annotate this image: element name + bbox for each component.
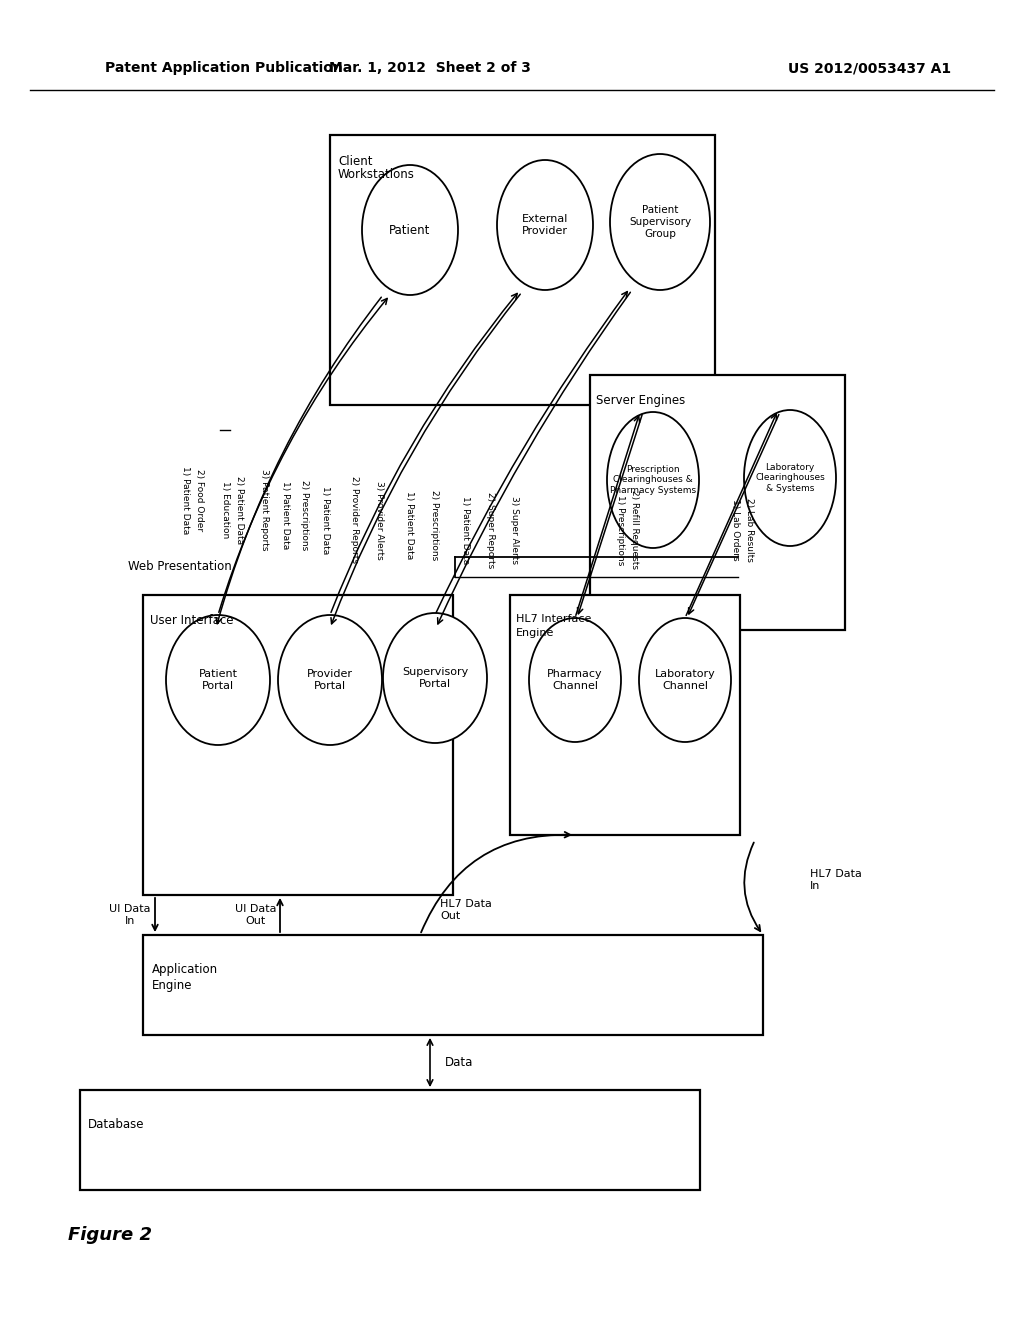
Ellipse shape: [744, 411, 836, 546]
Text: Mar. 1, 2012  Sheet 2 of 3: Mar. 1, 2012 Sheet 2 of 3: [329, 61, 530, 75]
Text: Figure 2: Figure 2: [68, 1226, 152, 1243]
Text: Laboratory
Clearinghouses
& Systems: Laboratory Clearinghouses & Systems: [755, 463, 825, 492]
Ellipse shape: [497, 160, 593, 290]
Text: 2) Prescriptions: 2) Prescriptions: [300, 480, 309, 550]
Text: Engine: Engine: [516, 628, 554, 638]
Text: External
Provider: External Provider: [522, 214, 568, 236]
Ellipse shape: [278, 615, 382, 744]
Text: 3) Super Alerts: 3) Super Alerts: [511, 496, 519, 564]
Text: 2) Lab Results: 2) Lab Results: [745, 498, 755, 562]
Text: 2) Provider Reports: 2) Provider Reports: [350, 477, 359, 564]
Text: Engine: Engine: [152, 979, 193, 993]
Bar: [590, 375, 845, 630]
Ellipse shape: [607, 412, 699, 548]
Text: HL7 Data
Out: HL7 Data Out: [440, 899, 492, 921]
Text: Patent Application Publication: Patent Application Publication: [105, 61, 343, 75]
Bar: [510, 595, 740, 836]
Text: UI Data
Out: UI Data Out: [236, 904, 276, 925]
Text: Patient
Portal: Patient Portal: [199, 669, 238, 690]
Text: 3) Patient Reports: 3) Patient Reports: [260, 469, 269, 550]
Text: 1) Prescriptions: 1) Prescriptions: [615, 495, 625, 565]
Text: 1) Lab Orders: 1) Lab Orders: [730, 499, 739, 561]
Ellipse shape: [166, 615, 270, 744]
Text: HL7 Interface: HL7 Interface: [516, 614, 592, 624]
Text: Client: Client: [338, 154, 373, 168]
Text: HL7 Data
In: HL7 Data In: [810, 869, 862, 891]
Text: 1) Patient Data: 1) Patient Data: [321, 486, 330, 554]
Text: Application: Application: [152, 964, 218, 977]
Text: Patient
Supervisory
Group: Patient Supervisory Group: [629, 206, 691, 239]
Text: 2) Super Reports: 2) Super Reports: [485, 492, 495, 568]
Text: Data: Data: [445, 1056, 473, 1069]
Text: Database: Database: [88, 1118, 144, 1131]
Ellipse shape: [529, 618, 621, 742]
Text: US 2012/0053437 A1: US 2012/0053437 A1: [788, 61, 951, 75]
Bar: [330, 135, 715, 405]
Text: Provider
Portal: Provider Portal: [307, 669, 353, 690]
Text: 1) Patient Data: 1) Patient Data: [281, 480, 290, 549]
Ellipse shape: [362, 165, 458, 294]
Ellipse shape: [610, 154, 710, 290]
Text: 1) Patient Data: 1) Patient Data: [406, 491, 415, 560]
Text: 2) Prescriptions: 2) Prescriptions: [430, 490, 439, 560]
Text: Patient: Patient: [389, 223, 431, 236]
Text: Prescription
Clearinghouses &
Pharmacy Systems: Prescription Clearinghouses & Pharmacy S…: [610, 465, 696, 495]
Text: 2) Refill Requests: 2) Refill Requests: [631, 491, 640, 569]
Text: Pharmacy
Channel: Pharmacy Channel: [547, 669, 603, 690]
Text: Laboratory
Channel: Laboratory Channel: [654, 669, 716, 690]
Ellipse shape: [639, 618, 731, 742]
Ellipse shape: [383, 612, 487, 743]
Text: 2) Food Order: 2) Food Order: [196, 469, 205, 531]
Bar: [80, 1090, 700, 1191]
Text: 2) Patient Data: 2) Patient Data: [236, 477, 245, 544]
Text: Web Presentation: Web Presentation: [128, 561, 231, 573]
Text: 3) Provider Alerts: 3) Provider Alerts: [376, 480, 384, 560]
Text: 1) Education: 1) Education: [220, 482, 229, 539]
Text: Supervisory
Portal: Supervisory Portal: [401, 667, 468, 689]
Text: User Interface: User Interface: [150, 614, 233, 627]
Text: Workstations: Workstations: [338, 168, 415, 181]
Text: 1) Patient Data: 1) Patient Data: [461, 496, 469, 564]
Bar: [143, 935, 763, 1035]
Text: 1) Patient Data: 1) Patient Data: [180, 466, 189, 535]
Bar: [143, 595, 453, 895]
Text: UI Data
In: UI Data In: [110, 904, 151, 925]
Text: Server Engines: Server Engines: [596, 393, 685, 407]
